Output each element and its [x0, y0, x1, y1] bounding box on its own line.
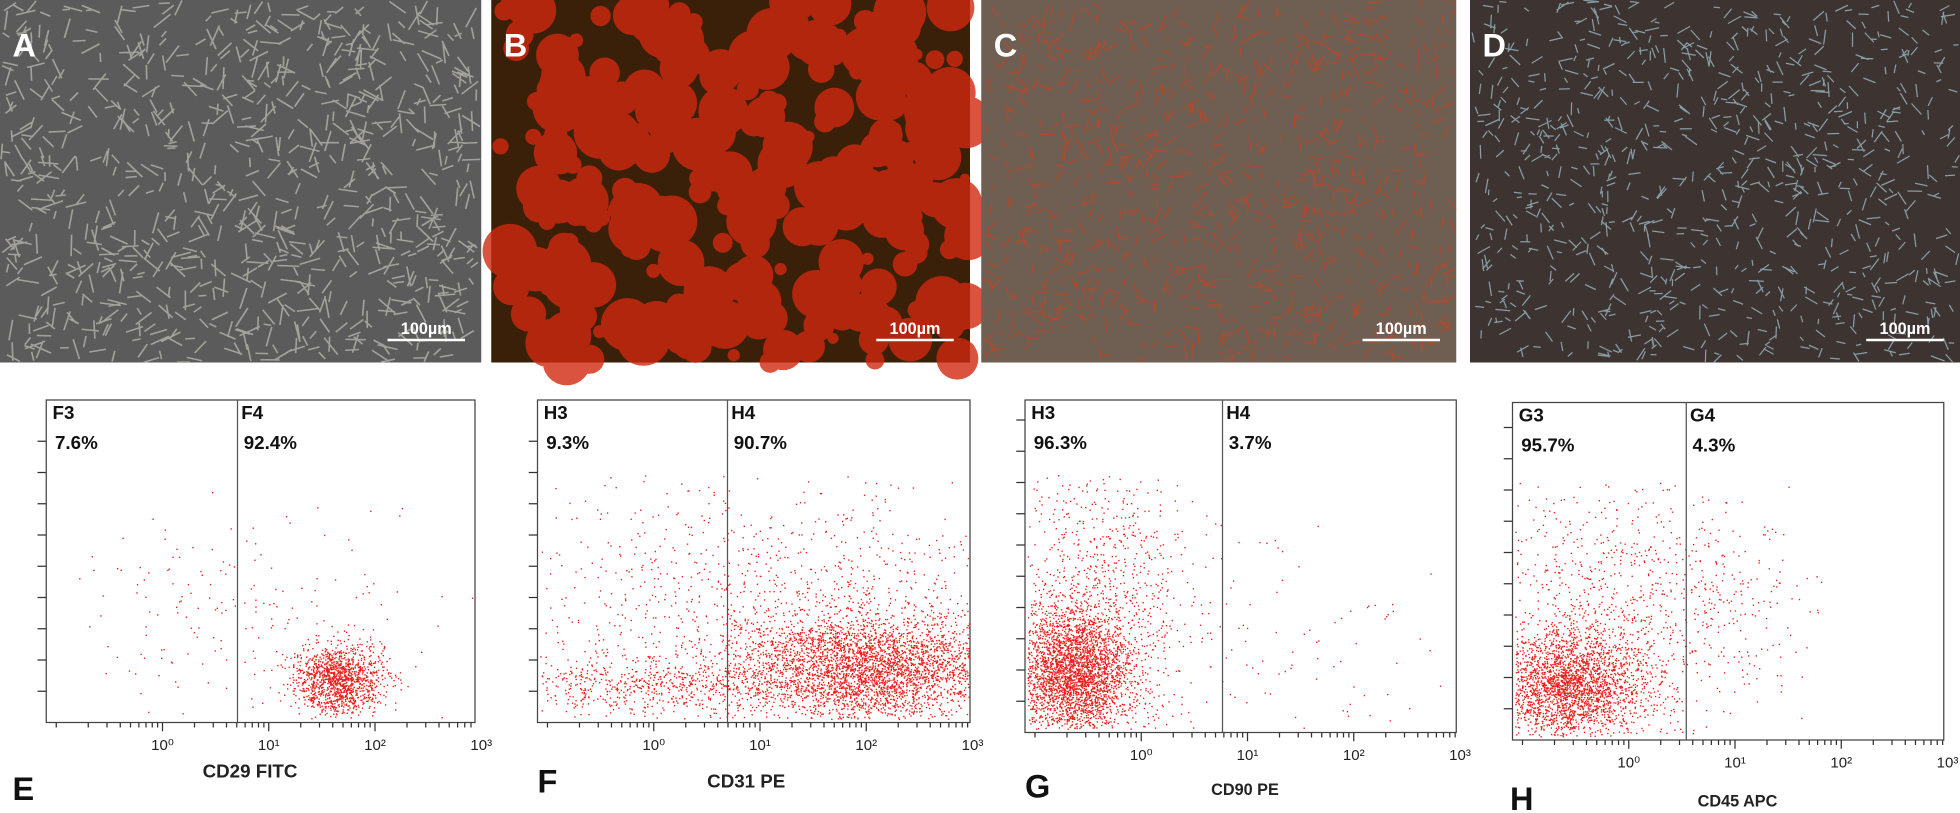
gate-name: H4 [731, 402, 756, 423]
gate-name: F4 [241, 402, 263, 423]
gate-percent: 4.3% [1693, 434, 1736, 455]
gate-percent: 96.3% [1034, 432, 1087, 453]
x-tick-label: 10² [1830, 755, 1852, 772]
plot-frame [45, 399, 476, 724]
cell-texture [981, 0, 1457, 362]
panel-label: B [504, 27, 527, 63]
gate-name: F3 [53, 402, 75, 423]
x-tick-label: 10¹ [749, 737, 771, 754]
gate-percent: 9.3% [546, 432, 589, 453]
cell-colonies [482, 0, 992, 386]
x-tick-label: 10³ [1937, 755, 1959, 772]
event-dots [79, 492, 474, 720]
gate-name: H4 [1226, 402, 1251, 423]
x-axis-title: CD29 FITC [203, 761, 298, 782]
micrograph-bg [981, 0, 1457, 363]
x-tick-label: 10⁰ [1130, 747, 1153, 764]
axis-ticks [37, 440, 472, 732]
x-tick-label: 10³ [1449, 747, 1471, 764]
x-tick-label: 10² [855, 737, 877, 754]
event-dots [540, 475, 971, 721]
scale-bar-label: 100µm [1376, 320, 1427, 338]
gate-percent: 7.6% [55, 432, 98, 453]
gate-name: H3 [1031, 402, 1055, 423]
x-tick-label: 10³ [470, 737, 492, 754]
x-tick-label: 10¹ [258, 737, 280, 754]
scale-bar-label: 100µm [890, 320, 941, 338]
panel-label: F [538, 763, 558, 799]
x-tick-label: 10¹ [1237, 747, 1259, 764]
x-tick-label: 10⁰ [642, 737, 665, 754]
event-dots [1027, 474, 1442, 730]
x-tick-label: 10⁰ [1617, 755, 1640, 772]
axis-ticks [1503, 426, 1944, 749]
x-axis-title: CD90 PE [1211, 781, 1279, 799]
x-tick-label: 10² [364, 737, 386, 754]
cell-texture [0, 0, 481, 364]
panel-label: E [13, 771, 35, 807]
panel-label: C [994, 27, 1017, 63]
scale-bar-label: 100µm [401, 320, 452, 338]
axis-ticks [528, 440, 969, 732]
gate-percent: 90.7% [734, 432, 787, 453]
x-tick-label: 10³ [962, 737, 984, 754]
x-tick-label: 10⁰ [151, 737, 174, 754]
event-dots [1515, 482, 1823, 738]
x-axis-title: CD45 APC [1698, 792, 1778, 810]
x-tick-label: 10² [1343, 747, 1365, 764]
panel-label: D [1483, 27, 1506, 63]
panel-label: G [1025, 768, 1050, 804]
x-axis-title: CD31 PE [707, 771, 785, 792]
gate-percent: 95.7% [1521, 434, 1574, 455]
scale-bar-label: 100µm [1880, 320, 1931, 338]
gate-name: G3 [1519, 404, 1544, 425]
gate-name: G4 [1690, 404, 1716, 425]
panel-label: H [1510, 781, 1533, 813]
x-tick-label: 10¹ [1724, 755, 1746, 772]
axis-ticks [1016, 419, 1456, 742]
cell-texture [1471, 0, 1960, 363]
plot-frame [536, 399, 971, 724]
gate-percent: 92.4% [244, 432, 297, 453]
gate-percent: 3.7% [1229, 432, 1272, 453]
plot-frame [1511, 401, 1945, 741]
plot-frame [1024, 399, 1457, 734]
gate-name: H3 [544, 402, 568, 423]
panel-label: A [13, 27, 36, 63]
